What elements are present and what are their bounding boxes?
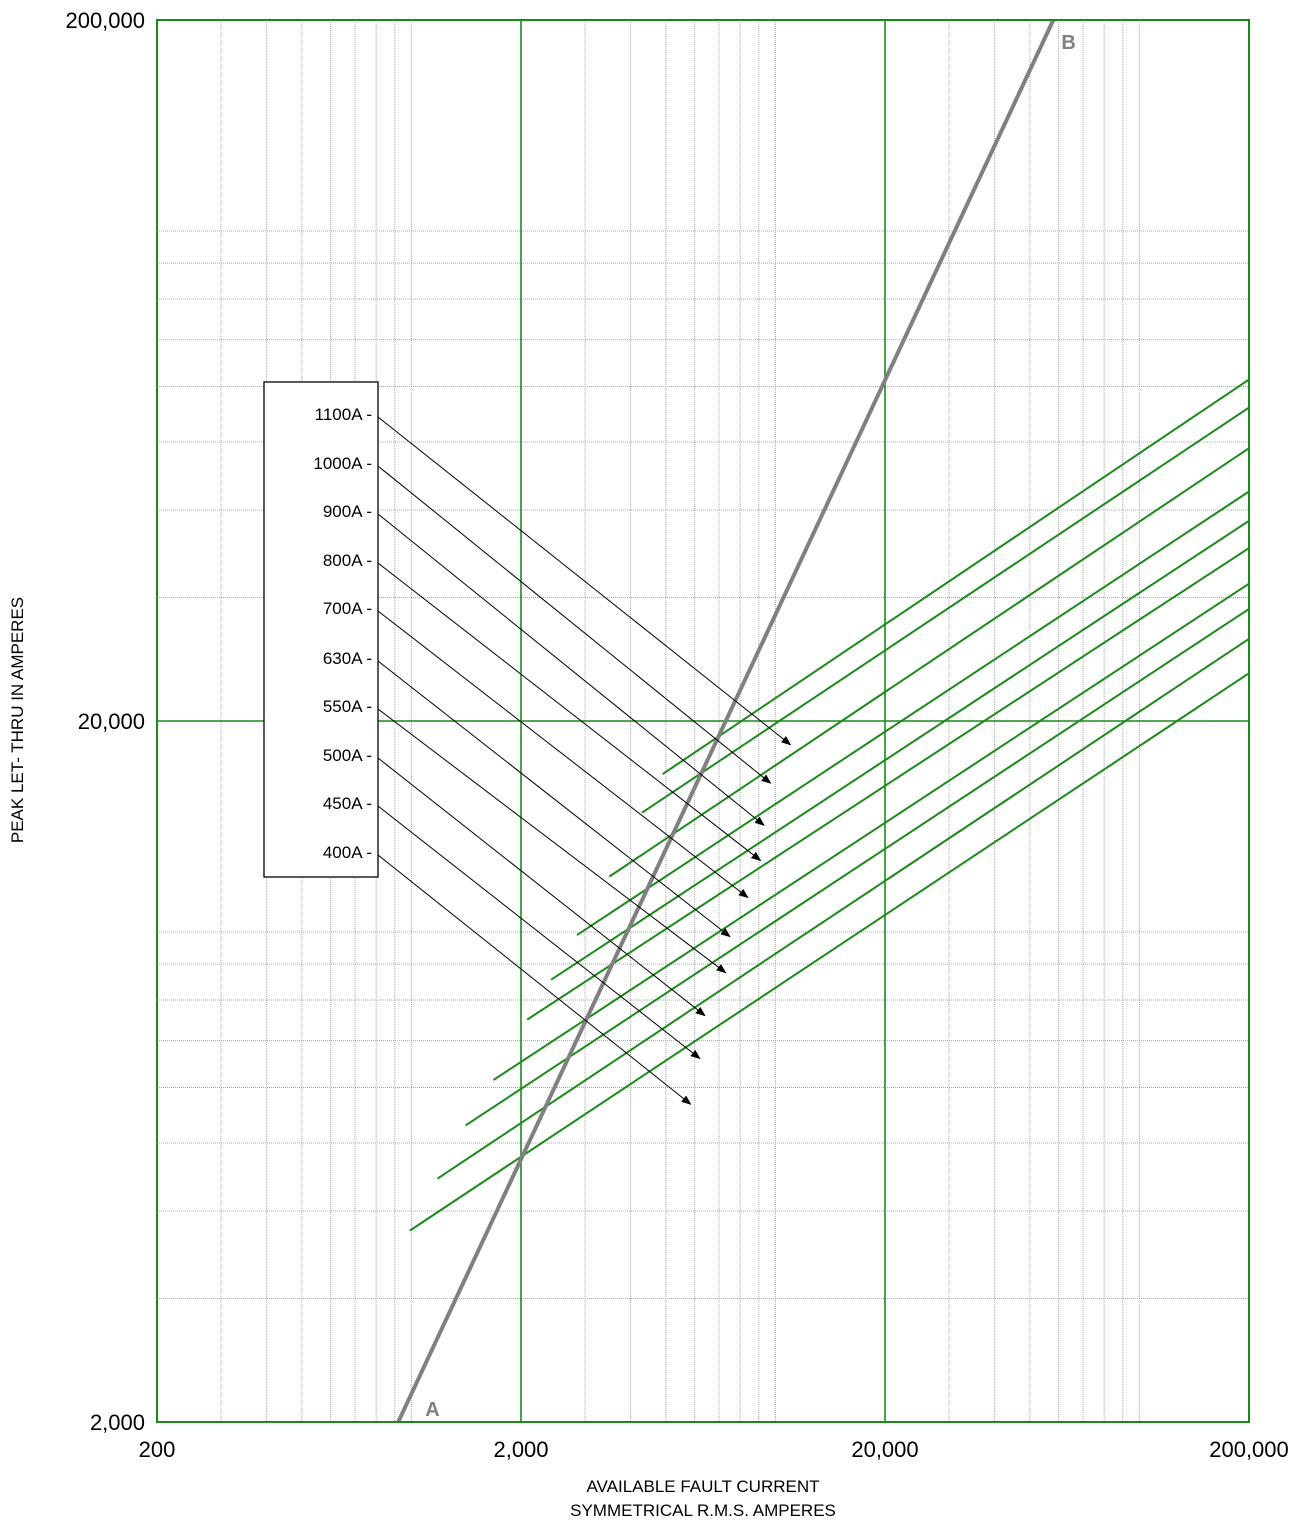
legend-entry: 400A - [323,843,372,862]
legend-arrow [377,416,792,746]
x-tick-label: 200 [139,1437,176,1462]
legend-entry: 450A - [323,794,372,813]
series-line-1100a [662,378,1250,775]
series-line-900a [608,447,1250,878]
reference-label-a: A [425,1399,439,1421]
legend-arrow [377,854,692,1105]
legend-arrow [377,610,749,899]
legend-entry: 1100A - [315,405,372,424]
series-line-700a [550,519,1250,981]
legend-box [263,381,379,878]
y-tick-label: 20,000 [78,709,145,734]
legend-arrow [377,513,765,826]
x-tick-label: 20,000 [851,1437,918,1462]
legend-arrow [377,708,727,974]
legend-entry: 500A - [323,746,372,765]
series-line-550a [492,582,1250,1081]
series-line-630a [526,547,1250,1021]
x-axis-title-line2: SYMMETRICAL R.M.S. AMPERES [570,1501,836,1520]
x-tick-label: 200,000 [1209,1437,1289,1462]
legend-arrow [377,465,772,784]
legend: 1100A - 1000A - 900A - 800A - 700A - 630A - 55… [263,381,379,878]
x-tick-label: 2,000 [493,1437,548,1462]
series-line-450a [437,637,1250,1180]
y-axis-title: PEAK LET- THRU IN AMPERES [8,597,27,843]
series-line-1000a [641,406,1250,814]
series-line-500a [465,608,1250,1127]
legend-entry: 1000A - [313,454,372,473]
y-tick-label: 200,000 [65,8,145,33]
legend-entry: 800A - [323,551,372,570]
legend-arrow [377,757,706,1017]
series-line-400a [409,672,1250,1232]
fuse-curves [409,378,1250,1232]
legend-entry: 700A - [323,599,372,618]
reference-line [396,19,1056,1423]
legend-arrows [377,416,792,1105]
legend-arrow [377,562,762,862]
reference-label-b: B [1061,32,1075,54]
y-tick-label: 2,000 [90,1410,145,1435]
x-axis-title-line1: AVAILABLE FAULT CURRENT [586,1477,819,1496]
legend-entry: 630A - [323,649,372,668]
plot-area-frame [156,19,1250,1423]
legend-entry: 550A - [323,697,372,716]
legend-arrow [377,805,701,1060]
reference-line-ab: AB [396,19,1076,1423]
legend-entry: 900A - [323,502,372,521]
axis-titles: AVAILABLE FAULT CURRENT SYMMETRICAL R.M.S… [8,597,836,1520]
legend-arrow [377,660,731,938]
series-line-800a [576,490,1250,936]
